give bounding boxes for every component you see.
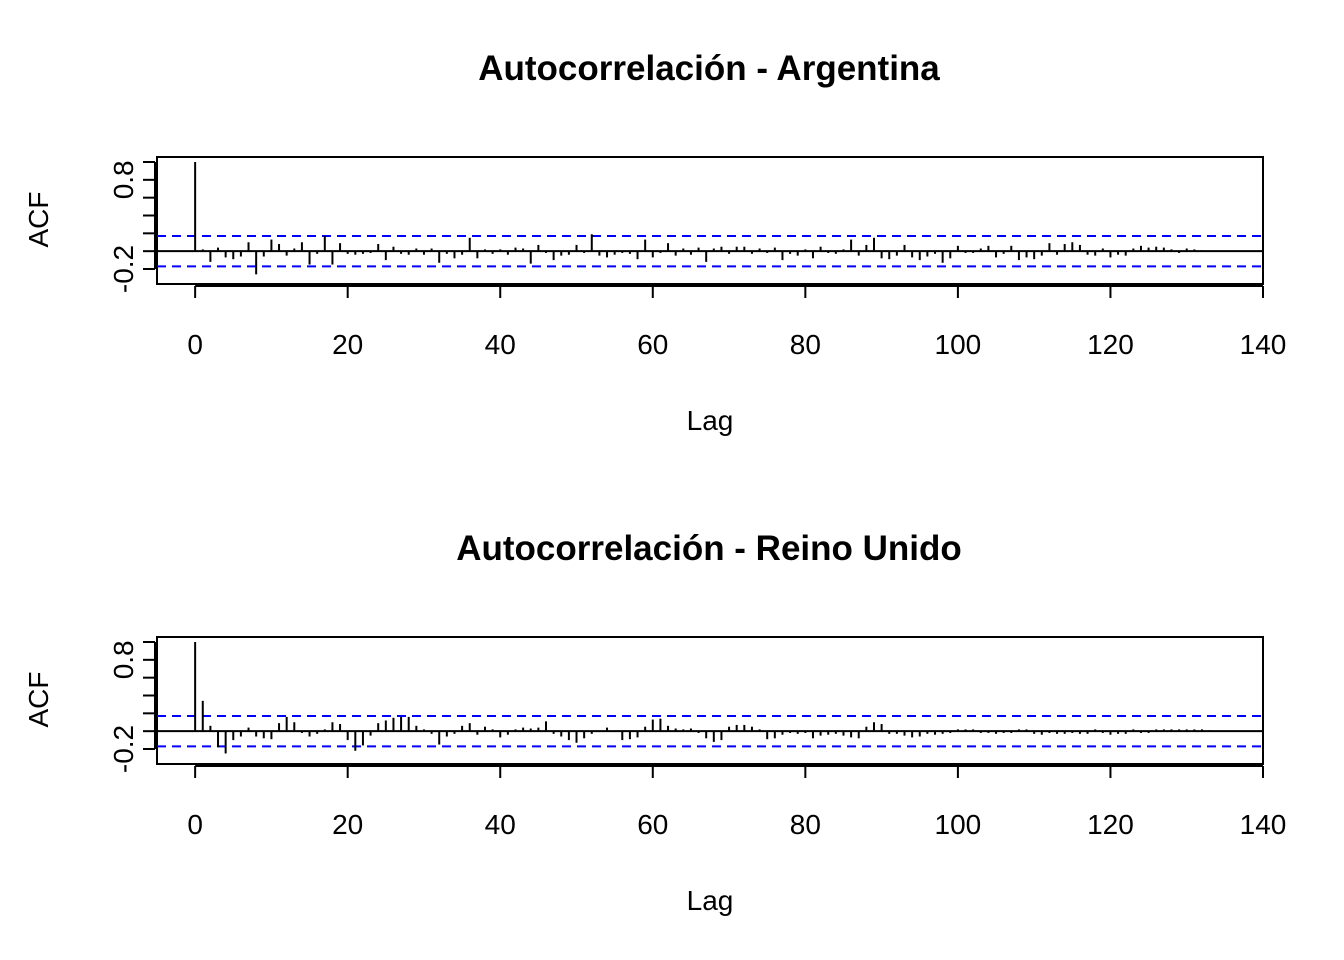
x-tick-label-reino-unido: 100 [935, 809, 982, 840]
x-tick-label-reino-unido: 40 [485, 809, 516, 840]
x-tick-label-argentina: 40 [485, 329, 516, 360]
x-tick-label-argentina: 60 [637, 329, 668, 360]
y-axis-label-argentina: ACF [23, 192, 54, 248]
acf-panel-argentina: Autocorrelación - Argentina 0 20 40 60 80 100… [23, 49, 1286, 436]
y-tick-label-argentina: -0.2 [108, 245, 139, 293]
x-tick-label-argentina: 120 [1087, 329, 1134, 360]
x-tick-label-argentina: 80 [790, 329, 821, 360]
acf-panel-reino-unido: Autocorrelación - Reino Unido 0 20 40 60 80 1… [23, 529, 1286, 916]
chart-title-argentina: Autocorrelación - Argentina [478, 49, 940, 88]
plot-box-reino-unido [156, 636, 1264, 765]
y-tick-label-argentina: 0.8 [108, 160, 139, 199]
y-tick-label-reino-unido: 0.8 [108, 640, 139, 679]
x-tick-label-argentina: 140 [1240, 329, 1287, 360]
x-tick-label-reino-unido: 20 [332, 809, 363, 840]
x-tick-label-reino-unido: 80 [790, 809, 821, 840]
y-tick-label-reino-unido: -0.2 [108, 725, 139, 773]
x-tick-label-argentina: 100 [935, 329, 982, 360]
x-tick-label-reino-unido: 140 [1240, 809, 1287, 840]
y-axis-label-reino-unido: ACF [23, 672, 54, 728]
plot-box-argentina [156, 156, 1264, 285]
x-axis-label-reino-unido: Lag [687, 885, 734, 916]
x-tick-label-argentina: 0 [187, 329, 203, 360]
x-tick-label-argentina: 20 [332, 329, 363, 360]
x-tick-label-reino-unido: 0 [187, 809, 203, 840]
x-axis-label-argentina: Lag [687, 405, 734, 436]
chart-title-reino-unido: Autocorrelación - Reino Unido [456, 529, 962, 568]
x-tick-label-reino-unido: 60 [637, 809, 668, 840]
x-tick-label-reino-unido: 120 [1087, 809, 1134, 840]
